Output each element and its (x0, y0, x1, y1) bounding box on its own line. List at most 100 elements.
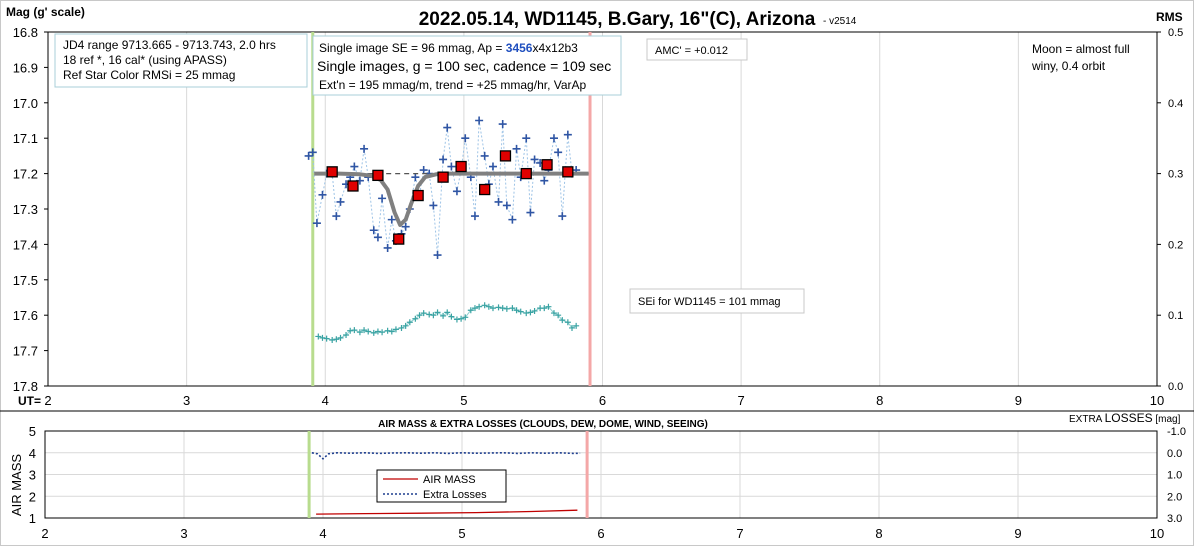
bottom-y2-tick-label: 0.0 (1167, 448, 1182, 460)
individual-point (378, 194, 387, 203)
rms-point (541, 305, 548, 312)
individual-point (554, 148, 563, 157)
binned-point (455, 160, 467, 173)
bottom-y2-tick-label: 2.0 (1167, 491, 1182, 503)
binned-point (393, 233, 405, 245)
extra-losses-axis-label: EXTRA LOSSES [mag] (1069, 411, 1181, 425)
sei-box: SEi for WD1145 = 101 mmag (629, 288, 805, 314)
rms-point (416, 312, 423, 319)
rms-point (351, 327, 358, 334)
y2-axis-label: RMS (1156, 10, 1183, 24)
bottom-y-tick-label: 4 (29, 446, 36, 461)
legend-extra-losses-label: Extra Losses (423, 489, 487, 501)
bottom-y2-tick-label: -1.0 (1167, 426, 1186, 438)
rms-point (365, 328, 372, 335)
rms-point (323, 335, 330, 342)
main-y-tick-label: 17.3 (13, 202, 38, 217)
amc-label: AMC' = +0.012 (655, 45, 728, 57)
legend-airmass-label: AIR MASS (423, 474, 476, 486)
bottom-x-tick-label: 8 (875, 526, 882, 541)
main-x-tick-label: 10 (1150, 393, 1164, 408)
individual-point (502, 201, 511, 210)
rms-point (503, 305, 510, 312)
bottom-x-tick-label: 2 (41, 526, 48, 541)
individual-point (447, 162, 456, 171)
individual-point (332, 212, 341, 221)
individual-point (419, 166, 428, 175)
moon-line-1: Moon = almost full (1032, 42, 1130, 56)
individual-point (433, 251, 442, 260)
individual-point (480, 151, 489, 160)
binned-magnitudes (326, 150, 574, 245)
main-x-tick-label: 7 (738, 393, 745, 408)
single-image-se-line: Single image SE = 96 mmag, Ap = 3456x4x1… (319, 41, 578, 55)
rms-point (370, 329, 377, 336)
individual-point (383, 243, 392, 252)
binned-point (520, 167, 532, 180)
rms-point (517, 308, 524, 315)
individual-point (452, 187, 461, 196)
rms-point (343, 332, 350, 339)
binned-point (437, 171, 449, 183)
individual-point (563, 130, 572, 139)
rms-point (471, 305, 478, 312)
main-x-tick-label: 9 (1015, 393, 1022, 408)
rms-point (513, 307, 520, 314)
individual-point (308, 148, 317, 157)
rms-point (420, 310, 427, 317)
rms-point (379, 329, 386, 336)
rms-point (559, 317, 566, 324)
airmass-axis-label: AIR MASS (9, 454, 24, 516)
extinction-line: Ext'n = 195 mmag/m, trend = +25 mmag/hr,… (319, 78, 587, 92)
rms-point (444, 309, 451, 316)
rms-point (550, 310, 557, 317)
individual-point (558, 212, 567, 221)
bottom-x-tick-label: 7 (736, 526, 743, 541)
individual-point (350, 162, 359, 171)
main-y2-tick-label: 0.4 (1168, 98, 1183, 110)
rms-point (440, 312, 447, 319)
rms-point (564, 319, 571, 326)
rms-point (374, 328, 381, 335)
main-x-tick-label: 2 (44, 393, 51, 408)
binned-point (562, 166, 574, 178)
individual-point (530, 155, 539, 164)
bottom-gridlines (45, 431, 1157, 518)
rms-point (337, 334, 344, 341)
rms-point (329, 336, 336, 343)
rms-point (462, 314, 469, 321)
rms-point (555, 312, 562, 319)
individual-point (443, 123, 452, 132)
extra-losses-line (311, 451, 581, 460)
main-y-tick-label: 16.8 (13, 25, 38, 40)
bottom-y-tick-label: 3 (29, 468, 36, 483)
rms-point (489, 305, 496, 312)
bottom-x-tick-label: 10 (1150, 526, 1164, 541)
main-y-tick-label: 17.8 (13, 379, 38, 394)
individual-point (526, 208, 535, 217)
bottom-y-tick-label: 1 (29, 511, 36, 526)
info-box-observation: JD4 range 9713.665 - 9713.743, 2.0 hrs 1… (54, 33, 308, 88)
individual-point (498, 120, 507, 129)
binned-point (541, 159, 553, 171)
rms-point (458, 315, 465, 322)
individual-point (387, 215, 396, 224)
main-y2-tick-label: 0.5 (1168, 27, 1183, 39)
binned-point (499, 150, 512, 162)
moon-line-2: winy, 0.4 orbit (1031, 59, 1106, 73)
main-y2-tick-label: 0.3 (1168, 169, 1183, 181)
version-label: - v2514 (823, 16, 857, 27)
bottom-y-tick-label: 2 (29, 489, 36, 504)
airmass-title: AIR MASS & EXTRA LOSSES (CLOUDS, DEW, DO… (378, 419, 708, 430)
rms-point (426, 311, 433, 318)
main-y2-tick-label: 0.0 (1168, 381, 1183, 393)
rms-point (453, 316, 460, 323)
binned-point (479, 183, 491, 196)
rms-point (315, 333, 322, 340)
individual-point (312, 219, 321, 228)
individual-point (304, 151, 313, 160)
rms-point (402, 322, 409, 329)
rms-point (434, 309, 441, 316)
